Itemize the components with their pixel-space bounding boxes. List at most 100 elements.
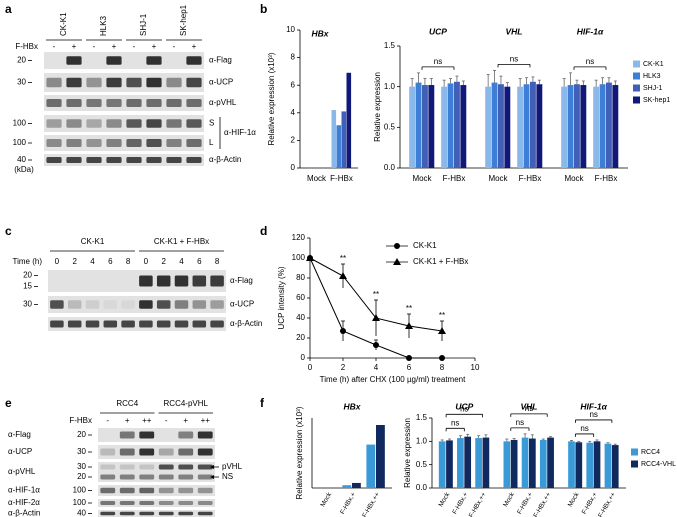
size-marker: 40	[17, 155, 26, 164]
bar	[536, 84, 543, 168]
band	[174, 300, 189, 309]
bar	[539, 439, 547, 488]
legend-label: SK-hep1	[643, 97, 670, 104]
band	[66, 99, 82, 107]
significance: **	[373, 290, 379, 299]
group-label: HLK3	[99, 15, 108, 36]
band	[121, 320, 135, 328]
bar	[504, 86, 511, 168]
bar	[341, 111, 347, 168]
band	[192, 300, 207, 309]
x-tick-label: F-HBx,++	[532, 491, 552, 517]
facet-title: UCP	[429, 26, 447, 36]
band	[178, 501, 194, 505]
bar	[454, 81, 460, 168]
bar	[517, 86, 524, 168]
bar	[366, 444, 376, 488]
band	[178, 511, 194, 516]
bar	[491, 82, 498, 168]
unit-label: (kDa)	[14, 165, 34, 174]
y-axis-label: Relative expression	[403, 418, 412, 488]
y-axis-label: UCP intensity (%)	[277, 266, 286, 329]
band	[186, 56, 202, 65]
antibody-label: α-pVHL	[209, 98, 237, 107]
x-tick-label: Mock	[319, 491, 333, 509]
treatment-value: 8	[126, 257, 131, 266]
band	[210, 320, 224, 328]
band	[119, 511, 135, 516]
band	[197, 431, 213, 439]
size-marker: 40	[77, 509, 86, 517]
treatment-value: +	[72, 42, 77, 51]
group-label: CK-K1	[81, 237, 105, 246]
band	[197, 448, 213, 456]
y-axis-label: Relative expression (x10³)	[267, 52, 276, 145]
band	[119, 448, 135, 456]
band	[146, 157, 162, 163]
band	[158, 448, 174, 456]
legend-label: CK-K1	[643, 61, 664, 68]
band	[100, 464, 116, 470]
y-tick-label: 1.0	[416, 436, 428, 445]
antibody-label: α-HIF-2α	[8, 498, 40, 507]
treatment-value: 4	[90, 257, 95, 266]
x-tick-label: Mock	[488, 174, 508, 183]
annotation: ns	[510, 55, 518, 64]
blot-strip	[98, 485, 215, 496]
size-marker: 20	[17, 56, 26, 65]
bar	[606, 82, 612, 168]
band	[156, 320, 171, 328]
band	[178, 431, 194, 439]
band	[66, 119, 82, 128]
bar	[561, 86, 568, 168]
band	[119, 464, 135, 470]
band	[86, 157, 102, 163]
legend-swatch	[633, 96, 640, 104]
size-marker: 100	[13, 119, 27, 128]
band	[158, 474, 174, 480]
band	[139, 448, 155, 456]
antibody-label: α-β-Actin	[209, 155, 241, 164]
band	[146, 99, 162, 107]
x-tick-label: F-HBx	[519, 174, 542, 183]
bar	[510, 439, 518, 488]
treatment-value: +	[192, 42, 197, 51]
antibody-label: α-β-Actin	[230, 319, 262, 328]
y-tick-label: 10	[286, 25, 295, 34]
x-tick-label: Mock	[438, 491, 452, 509]
y-tick-label: 1.0	[384, 82, 396, 91]
band	[174, 275, 189, 287]
significance: **	[340, 254, 346, 263]
band	[174, 320, 189, 328]
band	[46, 99, 62, 107]
bar	[428, 85, 435, 168]
blot-strip	[44, 52, 204, 69]
band	[192, 275, 207, 287]
antibody-label: α-UCP	[230, 300, 254, 309]
annotation: ns	[525, 404, 533, 413]
blot-strip	[44, 115, 204, 132]
bar	[376, 425, 385, 488]
legend-swatch	[631, 448, 638, 456]
annotation: ns	[589, 410, 597, 419]
band	[186, 119, 202, 128]
band	[139, 474, 155, 480]
treatment-value: +	[152, 42, 157, 51]
legend-label: HLK3	[643, 73, 661, 80]
bar	[475, 438, 482, 488]
legend-marker	[393, 258, 401, 265]
band	[139, 275, 153, 287]
band	[100, 501, 116, 505]
blot-strip	[44, 154, 204, 166]
band	[139, 501, 155, 505]
y-tick-label: 80	[296, 273, 305, 282]
band	[197, 474, 213, 480]
band	[46, 119, 62, 128]
size-marker: 20	[77, 472, 86, 481]
band	[166, 157, 182, 163]
band	[50, 320, 64, 328]
band	[86, 139, 102, 147]
group-label: SHJ-1	[139, 13, 148, 36]
antibody-label: α-HIF-1α	[224, 128, 256, 137]
x-tick-label: 8	[440, 363, 445, 372]
